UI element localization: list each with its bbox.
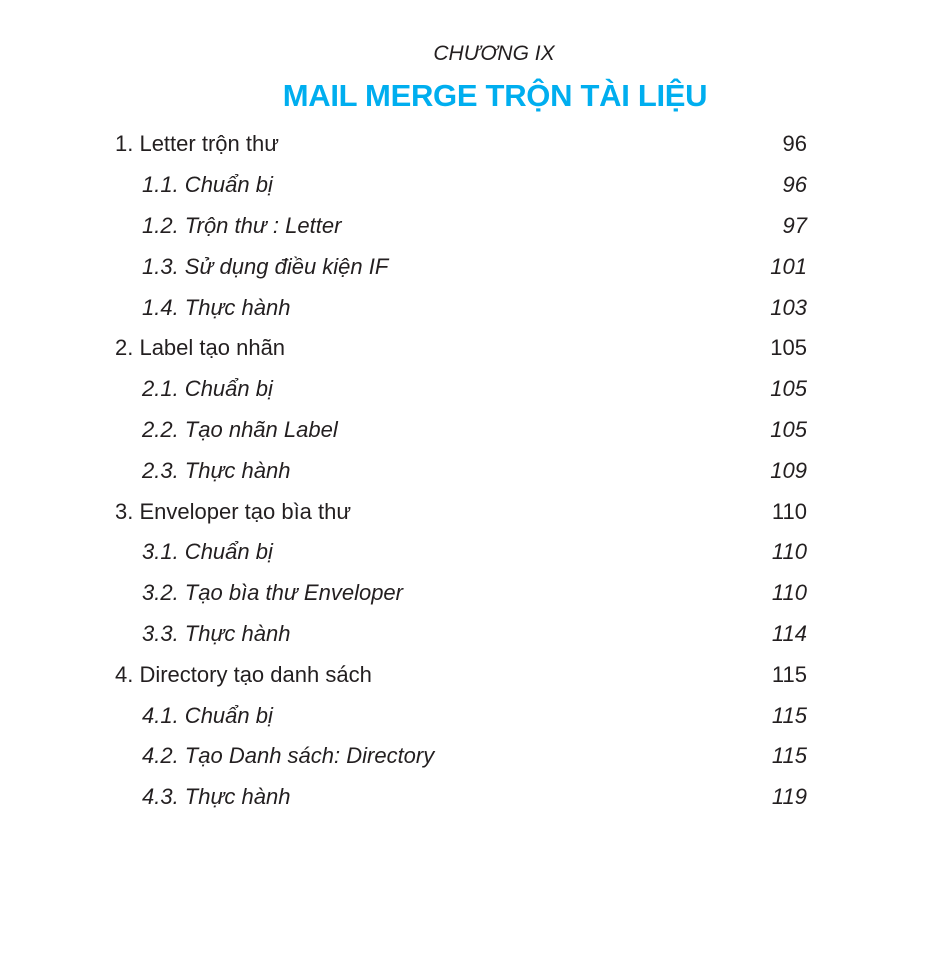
toc-entry-label: 2.3. Thực hành	[142, 457, 291, 483]
toc-entry-label: 4.3. Thực hành	[142, 784, 291, 810]
toc-subentry: 4.2. Tạo Danh sách: Directory 115	[115, 736, 807, 777]
toc-entry-label: 4.2. Tạo Danh sách: Directory	[142, 743, 435, 769]
toc-page-number: 96	[782, 131, 807, 157]
toc-entry-label: 3.2. Tạo bìa thư Enveloper	[142, 580, 403, 606]
toc-subentry: 4.1. Chuẩn bị 115	[115, 695, 807, 736]
toc-page-number: 114	[771, 620, 807, 646]
toc-subentry: 3.1. Chuẩn bị 110	[115, 532, 807, 573]
toc-entry-label: 1.1. Chuẩn bị	[142, 172, 273, 198]
toc-page-number: 101	[770, 253, 807, 279]
chapter-label: CHƯƠNG IX	[433, 42, 555, 65]
toc-page-number: 109	[770, 457, 807, 483]
toc-entry-label: 4. Directory tạo danh sách	[115, 661, 372, 687]
toc-subentry: 2.2. Tạo nhãn Label 105	[115, 410, 807, 451]
toc-entry-label: 3. Enveloper tạo bìa thư	[115, 498, 352, 524]
chapter-title: MAIL MERGE TRỘN TÀI LIỆU	[282, 78, 708, 113]
toc-entry-label: 4.1. Chuẩn bị	[142, 702, 273, 728]
toc-subentry: 1.4. Thực hành 103	[115, 287, 807, 328]
toc-entry-label: 1.4. Thực hành	[142, 294, 291, 320]
toc-subentry: 2.3. Thực hành 109	[115, 450, 807, 491]
toc-subentry: 3.2. Tạo bìa thư Enveloper 110	[115, 573, 807, 614]
toc-entry-label: 3.1. Chuẩn bị	[142, 539, 273, 565]
toc-entry-label: 3.3. Thực hành	[142, 620, 291, 646]
toc-page-number: 110	[771, 498, 807, 524]
toc-entry-label: 1.2. Trộn thư : Letter	[142, 212, 342, 238]
table-of-contents: 1. Letter trộn thư 96 1.1. Chuẩn bị 96 1.2. …	[115, 124, 807, 818]
toc-page-number: 97	[782, 212, 807, 238]
toc-subentry: 1.2. Trộn thư : Letter 97	[115, 206, 807, 247]
toc-page-number: 110	[771, 539, 807, 565]
toc-page-number: 105	[770, 416, 807, 442]
toc-subentry: 1.3. Sử dụng điều kiện IF 101	[115, 246, 807, 287]
toc-entry-label: 2. Label tạo nhãn	[115, 335, 286, 361]
toc-subentry: 2.1. Chuẩn bị 105	[115, 369, 807, 410]
toc-subentry: 1.1. Chuẩn bị 96	[115, 165, 807, 206]
toc-entry: 4. Directory tạo danh sách 115	[115, 654, 807, 695]
toc-page-number: 119	[771, 784, 807, 810]
toc-page-number: 105	[770, 335, 807, 361]
toc-subentry: 3.3. Thực hành 114	[115, 614, 807, 655]
toc-page-number: 115	[771, 661, 807, 687]
toc-page-number: 105	[770, 376, 807, 402]
toc-page-number: 110	[771, 580, 807, 606]
toc-subentry: 4.3. Thực hành 119	[115, 777, 807, 818]
toc-entry: 1. Letter trộn thư 96	[115, 124, 807, 165]
toc-page-number: 103	[770, 294, 807, 320]
toc-entry-label: 1. Letter trộn thư	[115, 131, 279, 157]
toc-entry: 3. Enveloper tạo bìa thư 110	[115, 491, 807, 532]
toc-page-number: 115	[771, 743, 807, 769]
toc-entry-label: 1.3. Sử dụng điều kiện IF	[142, 253, 389, 279]
toc-entry-label: 2.1. Chuẩn bị	[142, 376, 273, 402]
toc-entry: 2. Label tạo nhãn 105	[115, 328, 807, 369]
toc-page-number: 96	[782, 172, 807, 198]
toc-page-number: 115	[771, 702, 807, 728]
toc-entry-label: 2.2. Tạo nhãn Label	[142, 416, 338, 442]
